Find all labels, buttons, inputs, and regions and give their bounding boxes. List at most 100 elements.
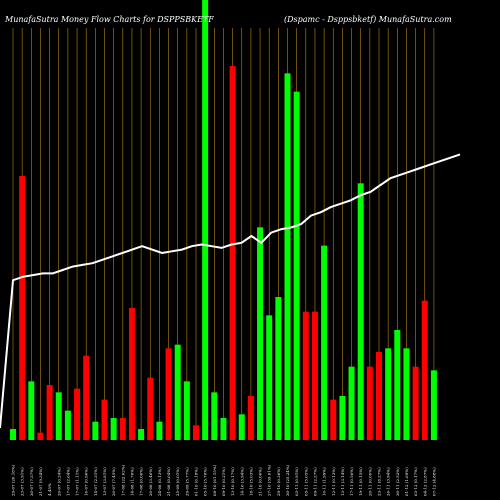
x-tick-label: 21-08 (0.04%) [166, 467, 171, 496]
x-tick-label: 30-07 (7.37%) [29, 467, 34, 496]
money-flow-bar [330, 399, 337, 440]
x-tick-label: 30-11 (2.53%) [395, 467, 400, 496]
x-tick-label: 29-09 (5.77%) [184, 467, 189, 496]
money-flow-bar [183, 381, 190, 440]
money-flow-bar [138, 429, 145, 440]
money-flow-bar [220, 418, 227, 440]
x-tick-label: 03-12 (0.17%) [413, 467, 418, 496]
x-axis-tick-labels: 29-07 (20.18%) 23-07 (3.91%) 30-07 (7.37%)… [11, 464, 437, 496]
x-tick-label: 17-07 (2.64%) [65, 467, 70, 496]
x-tick-label: 13-10 (0.17%) [230, 467, 235, 496]
money-flow-bar [83, 355, 90, 440]
money-flow-bar [202, 0, 209, 440]
money-flow-bar [174, 344, 181, 440]
money-flow-bar [211, 392, 218, 440]
bar-series [10, 0, 437, 441]
x-tick-label: 16-07 (0.96%) [84, 467, 89, 496]
x-tick-label: 20-08 (3.46%) [148, 467, 153, 496]
x-tick-label: 17-08 (22.02%) [120, 464, 125, 496]
money-flow-bar [64, 410, 71, 440]
money-flow-bar [257, 227, 264, 440]
x-tick-label: 09-10 (0.21%) [221, 467, 226, 496]
x-tick-label: 26-11 (3.94%) [386, 467, 391, 496]
x-tick-label: 27-10 (39.61%) [267, 464, 272, 496]
x-tick-label: 07-12 (4.88%) [431, 467, 436, 496]
x-tick-label: 20-11 (0.00%) [367, 467, 372, 496]
x-tick-label: 17-07 (1.11%) [75, 467, 80, 496]
x-tick-label: 18-10 (5.03%) [248, 467, 253, 496]
money-flow-bar [376, 352, 382, 440]
money-flow-bar [128, 308, 135, 440]
x-tick-label: 13-07 (3.81%) [102, 467, 107, 496]
money-flow-bar [110, 418, 117, 440]
money-flow-bar [339, 396, 346, 440]
money-flow-bar [266, 315, 273, 440]
x-tick-label: 05-11 (5.05%) [303, 467, 308, 496]
x-tick-label: 01-12 (1.69%) [404, 467, 409, 496]
x-tick-label: 09-11 (2.27%) [312, 467, 317, 496]
money-flow-line [0, 153, 461, 429]
money-flow-bar [430, 370, 437, 440]
x-tick-label: 29-10 (0.36%) [276, 467, 281, 496]
money-flow-bar [156, 421, 163, 440]
x-tick-label: 08-10 (61.15%) [212, 464, 217, 496]
chart-title-right: (Dspamc - Dsppsbketf) MunafaSutra.com [284, 15, 452, 24]
x-tick-label: 30-10 (25.24%) [285, 464, 290, 496]
x-tick-label: 31-07 (9.34%) [38, 467, 43, 496]
x-tick-label: 23-11 (8.27%) [377, 467, 382, 496]
money-flow-bar [37, 432, 44, 440]
x-tick-label: 05-10 (5.76%) [203, 467, 208, 496]
money-flow-bar [284, 73, 291, 440]
money-flow-bar [147, 377, 154, 440]
money-flow-bar [421, 300, 428, 440]
x-tick-label: 19-11 (0.15%) [358, 467, 363, 496]
money-flow-bar [302, 311, 309, 440]
money-flow-bar [275, 297, 282, 440]
x-tick-label: 17-11 (0.56%) [349, 467, 354, 496]
x-tick-label: 21-10 (0.06%) [258, 467, 263, 496]
x-tick-label: 20-07 (7.45%) [111, 467, 116, 496]
x-tick-label: 20-07 (0.24%) [56, 467, 61, 496]
money-flow-bar [412, 366, 419, 440]
money-flow-bar [311, 311, 318, 440]
money-flow-bar [229, 66, 236, 440]
x-tick-label: 13-11 (3.14%) [340, 467, 345, 496]
money-flow-bar [74, 388, 81, 440]
money-flow-bar [119, 418, 126, 440]
money-flow-bar [28, 381, 35, 440]
x-tick-label: 04-12 (2.87%) [422, 467, 427, 496]
money-flow-bar [46, 385, 53, 440]
x-tick-label: 29-07 (20.18%) [11, 464, 16, 496]
x-tick-label: 25-09 (0.01%) [175, 467, 180, 496]
x-tick-label: 12-11 (0.13%) [331, 467, 336, 496]
money-flow-bar [92, 421, 99, 440]
money-flow-bar [394, 330, 401, 440]
x-tick-label: 01-10 (6.18%) [194, 467, 199, 496]
money-flow-bar [247, 396, 254, 440]
money-flow-bar [357, 183, 364, 441]
x-tick-label: 23-07 (3.91%) [20, 467, 25, 496]
money-flow-bar [238, 414, 245, 440]
x-tick-label: 17-08 (0.06%) [139, 467, 144, 496]
x-tick-label: 14-10 (3.94%) [239, 467, 244, 496]
money-flow-bar [193, 425, 199, 440]
x-tick-label: 4.45% [47, 483, 52, 496]
money-flow-bar [321, 245, 328, 440]
x-tick-label: 14-07 (2.31%) [93, 467, 98, 496]
money-flow-bar [366, 366, 373, 440]
money-flow-bar [403, 348, 410, 440]
money-flow-bar [293, 91, 300, 441]
money-flow-bar [348, 366, 355, 440]
money-flow-bar [10, 429, 16, 440]
x-tick-label: 14-08 (1.76%) [129, 467, 134, 496]
x-tick-label: 03-11 (0.91%) [294, 467, 299, 496]
x-tick-label: 10-11 (1.99%) [322, 467, 327, 496]
x-tick-label: 24-08 (0.13%) [157, 467, 162, 496]
money-flow-bar [19, 176, 26, 440]
money-flow-bar [101, 399, 108, 440]
chart-title-left: MunafaSutra Money Flow Charts for DSPPSB… [4, 15, 214, 24]
money-flow-bar [55, 392, 62, 440]
money-flow-bar [165, 348, 172, 440]
money-flow-bar [385, 348, 392, 440]
